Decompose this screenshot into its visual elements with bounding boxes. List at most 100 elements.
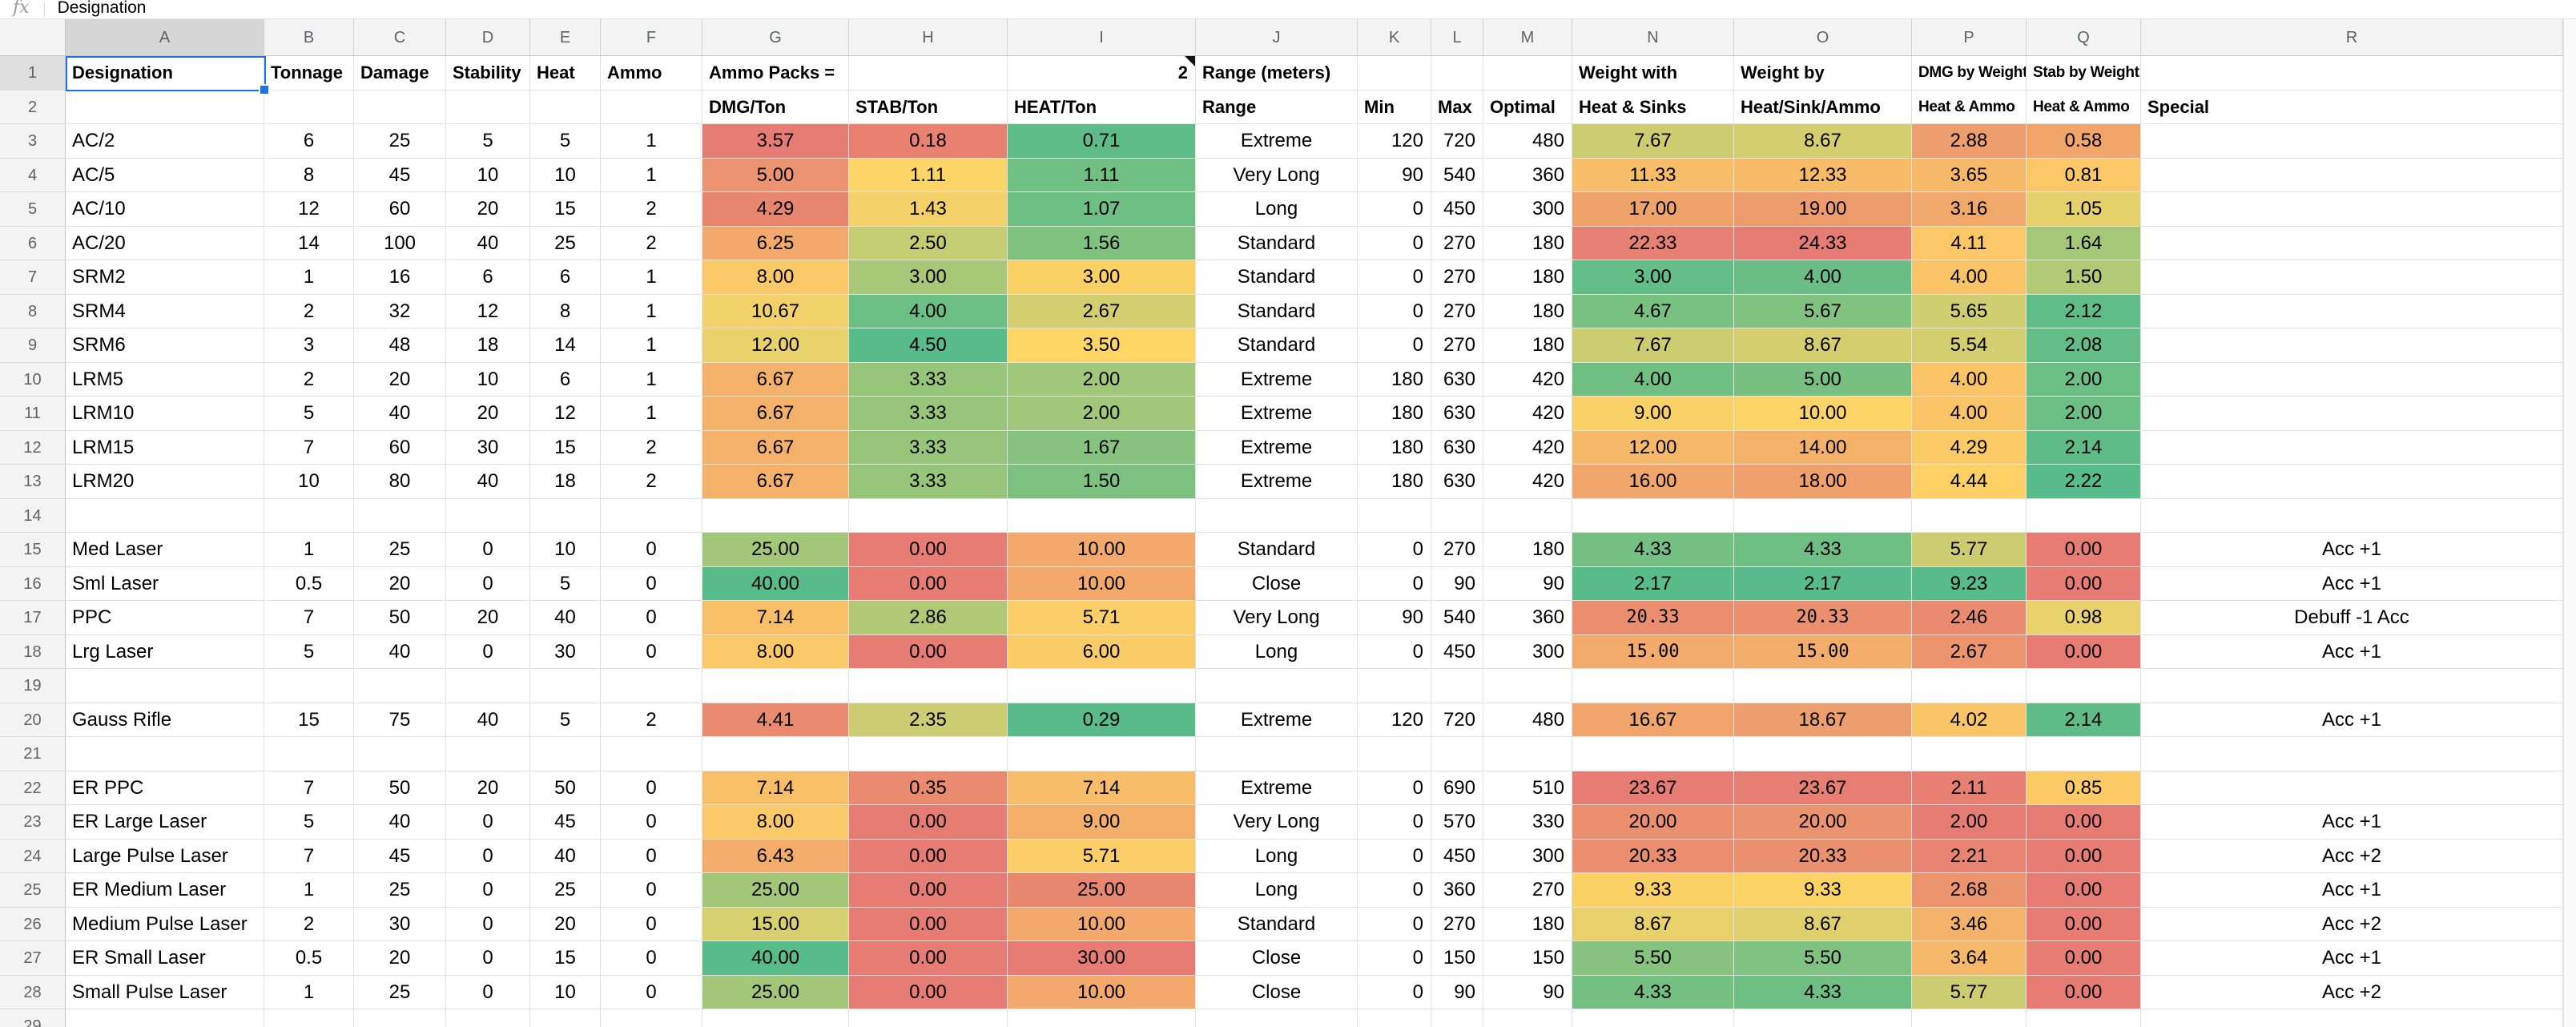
column-header-L[interactable]: L: [1431, 19, 1483, 56]
cell-G7[interactable]: 8.00: [702, 260, 849, 295]
cell-B9[interactable]: 3: [264, 328, 354, 363]
cell-C28[interactable]: 25: [354, 975, 446, 1009]
cell-Q21[interactable]: [2027, 737, 2141, 771]
cell-B10[interactable]: 2: [264, 362, 354, 397]
cell-A3[interactable]: AC/2: [66, 124, 264, 159]
cell-I16[interactable]: 10.00: [1008, 566, 1196, 601]
cell-N8[interactable]: 4.67: [1572, 294, 1734, 328]
cell-L6[interactable]: 270: [1431, 226, 1483, 260]
cell-R26[interactable]: Acc +2: [2141, 907, 2563, 941]
cell-E6[interactable]: 25: [530, 226, 601, 260]
cell-Q28[interactable]: 0.00: [2027, 975, 2141, 1009]
cell-M13[interactable]: 420: [1483, 465, 1572, 499]
cell-P13[interactable]: 4.44: [1912, 465, 2027, 499]
cell-K27[interactable]: 0: [1358, 941, 1431, 976]
cell-E9[interactable]: 14: [530, 328, 601, 363]
cell-P21[interactable]: [1912, 737, 2027, 771]
cell-D9[interactable]: 18: [446, 328, 530, 363]
cell-N29[interactable]: [1572, 1009, 1734, 1027]
cell-H2[interactable]: STAB/Ton: [849, 90, 1008, 124]
cell-G10[interactable]: 6.67: [702, 362, 849, 397]
cell-M4[interactable]: 360: [1483, 158, 1572, 192]
cell-A15[interactable]: Med Laser: [66, 533, 264, 567]
cell-G27[interactable]: 40.00: [702, 941, 849, 976]
cell-J5[interactable]: Long: [1196, 192, 1358, 227]
cell-A21[interactable]: [66, 737, 264, 771]
cell-B15[interactable]: 1: [264, 533, 354, 567]
cell-I19[interactable]: [1008, 669, 1196, 703]
cell-C2[interactable]: [354, 90, 446, 124]
cell-M8[interactable]: 180: [1483, 294, 1572, 328]
cell-H28[interactable]: 0.00: [849, 975, 1008, 1009]
cell-B13[interactable]: 10: [264, 465, 354, 499]
cell-D20[interactable]: 40: [446, 703, 530, 737]
cell-H29[interactable]: [849, 1009, 1008, 1027]
cell-A4[interactable]: AC/5: [66, 158, 264, 192]
cell-H1[interactable]: [849, 56, 1008, 91]
cell-K3[interactable]: 120: [1358, 124, 1431, 159]
row-header-7[interactable]: 7: [0, 260, 66, 295]
cell-E11[interactable]: 12: [530, 397, 601, 431]
cell-M1[interactable]: [1483, 56, 1572, 91]
cell-J12[interactable]: Extreme: [1196, 430, 1358, 465]
column-header-P[interactable]: P: [1912, 19, 2027, 56]
cell-L12[interactable]: 630: [1431, 430, 1483, 465]
cell-P29[interactable]: [1912, 1009, 2027, 1027]
row-header-6[interactable]: 6: [0, 226, 66, 260]
cell-C29[interactable]: [354, 1009, 446, 1027]
row-header-28[interactable]: 28: [0, 975, 66, 1009]
cell-E27[interactable]: 15: [530, 941, 601, 976]
cell-F21[interactable]: [601, 737, 702, 771]
cell-G28[interactable]: 25.00: [702, 975, 849, 1009]
cell-O8[interactable]: 5.67: [1734, 294, 1912, 328]
cell-M6[interactable]: 180: [1483, 226, 1572, 260]
cell-J3[interactable]: Extreme: [1196, 124, 1358, 159]
cell-H11[interactable]: 3.33: [849, 397, 1008, 431]
cell-H16[interactable]: 0.00: [849, 566, 1008, 601]
cell-B22[interactable]: 7: [264, 771, 354, 805]
cell-M22[interactable]: 510: [1483, 771, 1572, 805]
cell-D4[interactable]: 10: [446, 158, 530, 192]
cell-N23[interactable]: 20.00: [1572, 805, 1734, 840]
cell-F8[interactable]: 1: [601, 294, 702, 328]
column-header-D[interactable]: D: [446, 19, 530, 56]
cell-L11[interactable]: 630: [1431, 397, 1483, 431]
cell-C7[interactable]: 16: [354, 260, 446, 295]
cell-O9[interactable]: 8.67: [1734, 328, 1912, 363]
cell-C21[interactable]: [354, 737, 446, 771]
cell-F22[interactable]: 0: [601, 771, 702, 805]
cell-I29[interactable]: [1008, 1009, 1196, 1027]
cell-N11[interactable]: 9.00: [1572, 397, 1734, 431]
cell-F11[interactable]: 1: [601, 397, 702, 431]
cell-D22[interactable]: 20: [446, 771, 530, 805]
cell-L5[interactable]: 450: [1431, 192, 1483, 227]
cell-A28[interactable]: Small Pulse Laser: [66, 975, 264, 1009]
cell-J17[interactable]: Very Long: [1196, 601, 1358, 635]
cell-F28[interactable]: 0: [601, 975, 702, 1009]
cell-L19[interactable]: [1431, 669, 1483, 703]
cell-J16[interactable]: Close: [1196, 566, 1358, 601]
cell-C26[interactable]: 30: [354, 907, 446, 941]
cell-A22[interactable]: ER PPC: [66, 771, 264, 805]
cell-H20[interactable]: 2.35: [849, 703, 1008, 737]
cell-N13[interactable]: 16.00: [1572, 465, 1734, 499]
cell-K17[interactable]: 90: [1358, 601, 1431, 635]
cell-E4[interactable]: 10: [530, 158, 601, 192]
cell-L8[interactable]: 270: [1431, 294, 1483, 328]
cell-R28[interactable]: Acc +2: [2141, 975, 2563, 1009]
cell-G12[interactable]: 6.67: [702, 430, 849, 465]
cell-L28[interactable]: 90: [1431, 975, 1483, 1009]
cell-L4[interactable]: 540: [1431, 158, 1483, 192]
cell-R12[interactable]: [2141, 430, 2563, 465]
cell-A13[interactable]: LRM20: [66, 465, 264, 499]
cell-G11[interactable]: 6.67: [702, 397, 849, 431]
cell-N5[interactable]: 17.00: [1572, 192, 1734, 227]
cell-P7[interactable]: 4.00: [1912, 260, 2027, 295]
cell-H3[interactable]: 0.18: [849, 124, 1008, 159]
cell-G6[interactable]: 6.25: [702, 226, 849, 260]
cell-I25[interactable]: 25.00: [1008, 873, 1196, 908]
cell-F3[interactable]: 1: [601, 124, 702, 159]
column-header-F[interactable]: F: [601, 19, 702, 56]
cell-H7[interactable]: 3.00: [849, 260, 1008, 295]
column-header-B[interactable]: B: [264, 19, 354, 56]
